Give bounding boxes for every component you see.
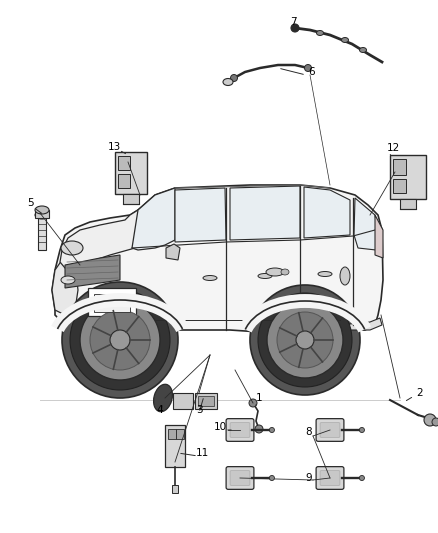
Bar <box>390 155 426 199</box>
Polygon shape <box>304 187 350 238</box>
Circle shape <box>296 331 314 349</box>
Circle shape <box>70 290 170 390</box>
Ellipse shape <box>281 269 289 275</box>
Bar <box>118 156 130 170</box>
Ellipse shape <box>154 384 173 411</box>
Circle shape <box>258 293 352 387</box>
Ellipse shape <box>360 47 367 52</box>
Bar <box>118 174 130 188</box>
Ellipse shape <box>203 276 217 280</box>
Bar <box>400 199 416 209</box>
Text: 1: 1 <box>256 393 263 403</box>
Bar <box>195 393 217 409</box>
Circle shape <box>269 427 275 433</box>
Bar <box>165 425 185 467</box>
Ellipse shape <box>266 268 284 276</box>
Circle shape <box>291 24 299 32</box>
Text: 2: 2 <box>416 388 423 398</box>
Polygon shape <box>166 244 180 260</box>
Bar <box>393 179 406 193</box>
Ellipse shape <box>317 30 324 36</box>
Circle shape <box>80 300 160 380</box>
FancyBboxPatch shape <box>226 467 254 489</box>
Polygon shape <box>340 318 382 330</box>
Circle shape <box>230 75 237 82</box>
Text: 6: 6 <box>308 67 314 77</box>
Polygon shape <box>52 185 383 332</box>
Bar <box>123 194 139 204</box>
Ellipse shape <box>258 273 272 279</box>
Circle shape <box>304 64 311 71</box>
Polygon shape <box>52 258 78 315</box>
Circle shape <box>432 418 438 426</box>
Polygon shape <box>65 255 120 288</box>
Polygon shape <box>230 186 300 240</box>
Circle shape <box>255 425 263 433</box>
Circle shape <box>250 285 360 395</box>
Bar <box>88 288 136 316</box>
Bar <box>38 215 46 250</box>
Text: 7: 7 <box>290 17 297 27</box>
Bar <box>172 485 178 493</box>
Bar <box>173 393 193 409</box>
Ellipse shape <box>342 37 349 43</box>
Bar <box>198 396 214 406</box>
Circle shape <box>277 312 333 368</box>
Polygon shape <box>60 210 155 268</box>
Bar <box>35 210 49 218</box>
Bar <box>168 429 176 439</box>
Ellipse shape <box>223 78 233 85</box>
Ellipse shape <box>61 241 83 255</box>
Ellipse shape <box>61 276 75 284</box>
Text: 3: 3 <box>196 405 203 415</box>
FancyBboxPatch shape <box>230 471 250 486</box>
Bar <box>115 152 147 194</box>
Polygon shape <box>132 188 175 250</box>
FancyBboxPatch shape <box>316 418 344 441</box>
FancyBboxPatch shape <box>316 467 344 489</box>
Circle shape <box>424 414 436 426</box>
Text: 13: 13 <box>108 142 121 152</box>
Text: 8: 8 <box>305 427 311 437</box>
Bar <box>393 159 406 175</box>
Text: 4: 4 <box>156 405 162 415</box>
Circle shape <box>269 475 275 481</box>
Bar <box>176 429 184 439</box>
Text: 11: 11 <box>196 448 209 458</box>
Polygon shape <box>354 198 378 250</box>
Ellipse shape <box>318 271 332 277</box>
Circle shape <box>62 282 178 398</box>
FancyBboxPatch shape <box>226 418 254 441</box>
Circle shape <box>359 475 364 481</box>
Text: 5: 5 <box>27 198 34 208</box>
Bar <box>94 294 130 312</box>
Polygon shape <box>175 188 226 242</box>
Text: 10: 10 <box>214 422 227 432</box>
Ellipse shape <box>340 267 350 285</box>
Text: 9: 9 <box>305 473 311 483</box>
Circle shape <box>359 427 364 433</box>
Circle shape <box>267 302 343 378</box>
Circle shape <box>110 330 130 350</box>
FancyBboxPatch shape <box>230 423 250 438</box>
Polygon shape <box>375 215 383 258</box>
Text: 12: 12 <box>387 143 400 153</box>
Circle shape <box>90 310 150 370</box>
Ellipse shape <box>35 206 49 214</box>
FancyBboxPatch shape <box>320 423 340 438</box>
Ellipse shape <box>35 211 49 219</box>
FancyBboxPatch shape <box>320 471 340 486</box>
Circle shape <box>249 399 257 407</box>
